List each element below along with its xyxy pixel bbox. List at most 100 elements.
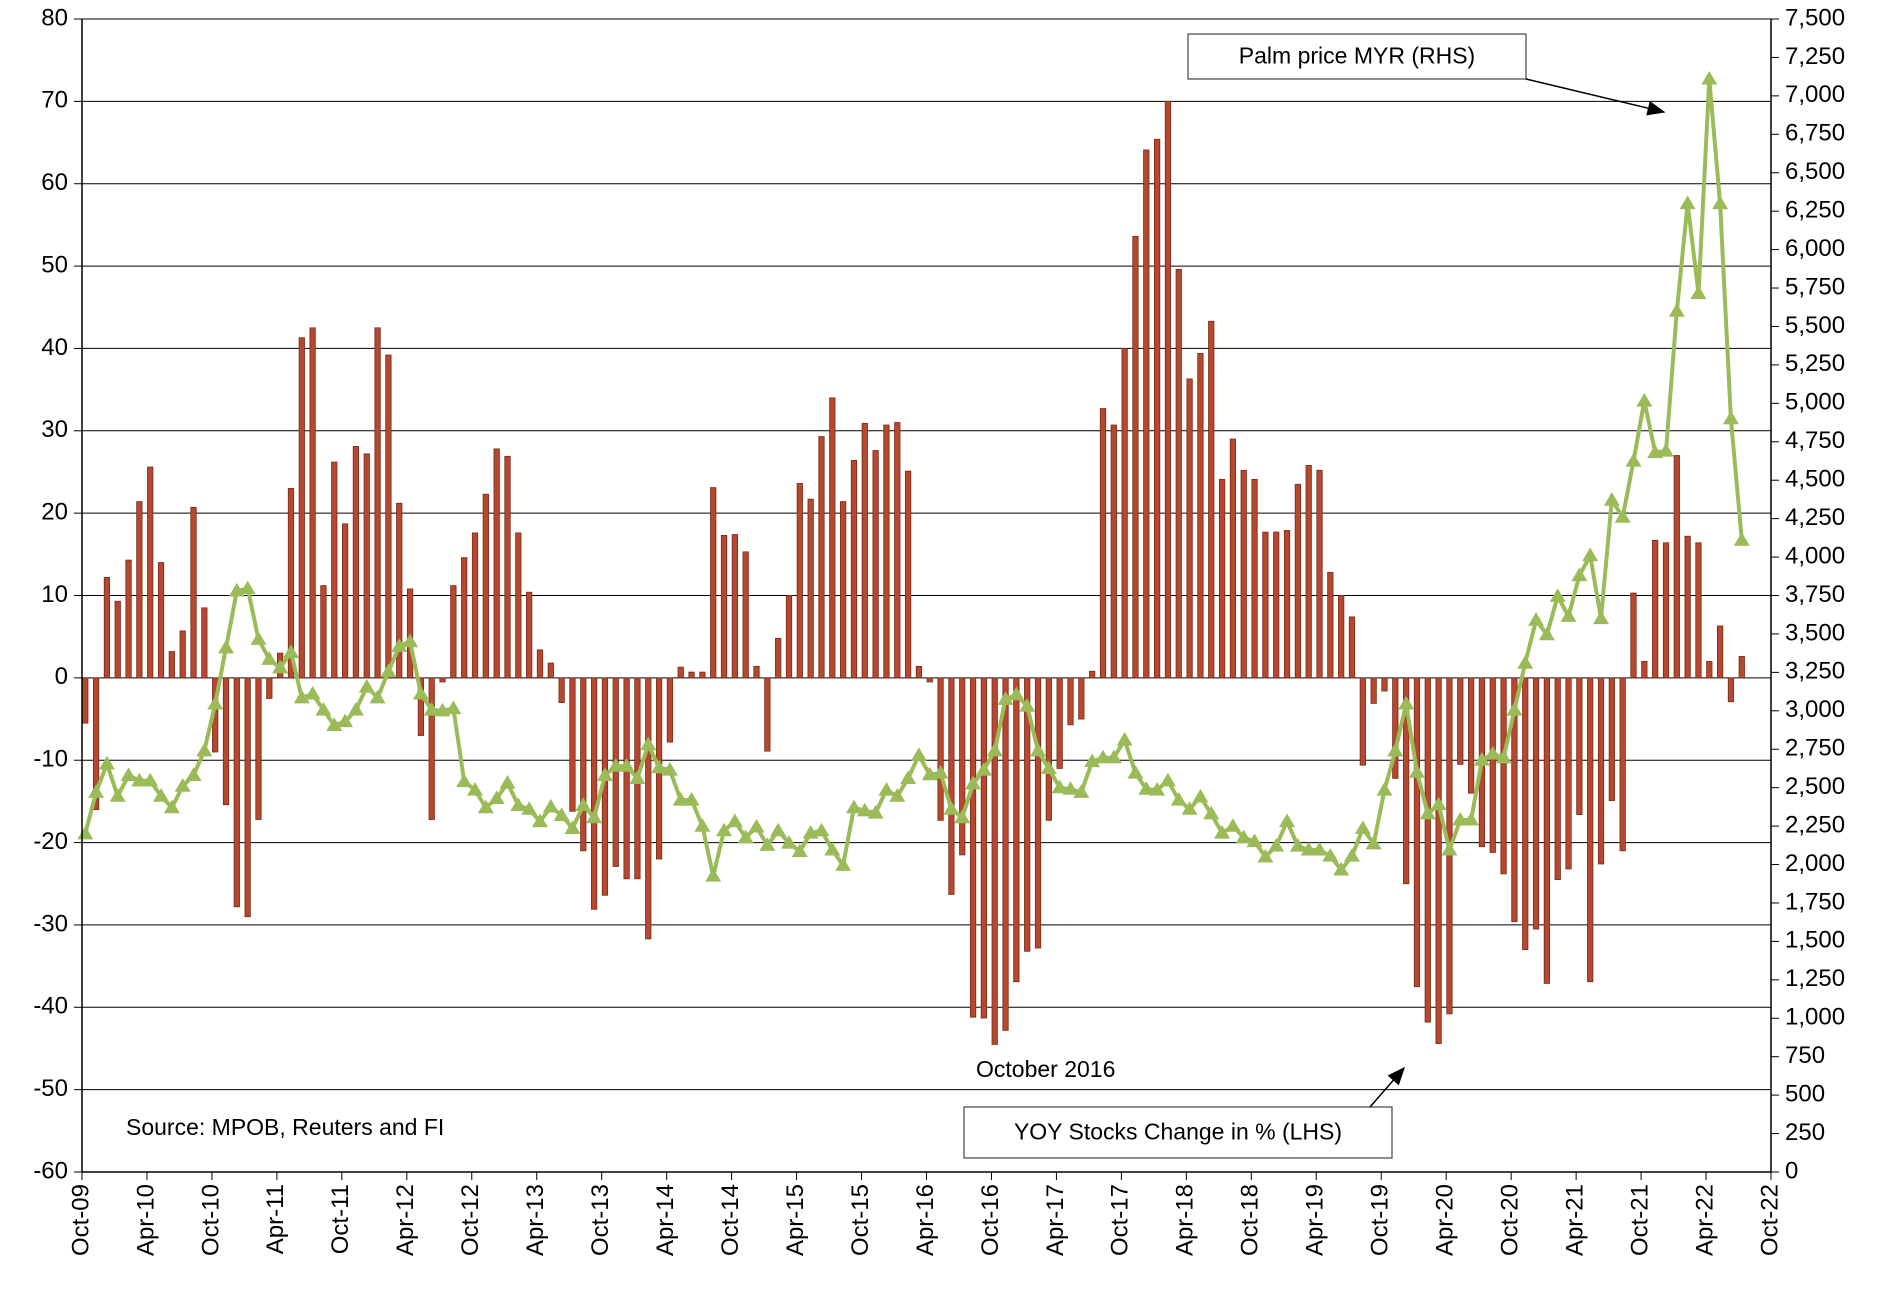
y2-tick-label: 6,250 <box>1785 197 1845 224</box>
marker <box>1452 811 1469 826</box>
marker <box>1311 841 1328 856</box>
bar <box>1110 424 1117 679</box>
marker <box>618 758 635 772</box>
marker <box>975 761 992 776</box>
y2-tick-label: 5,250 <box>1785 350 1845 377</box>
bar <box>1467 677 1475 794</box>
x-tick-label: Apr-20 <box>1432 1184 1459 1256</box>
marker <box>1030 742 1047 757</box>
marker <box>1722 410 1739 425</box>
bar <box>1652 539 1659 679</box>
y2-tick-label: 2,250 <box>1785 811 1845 838</box>
bar <box>1424 677 1431 1023</box>
marker <box>1138 781 1155 795</box>
bar <box>147 466 154 679</box>
bar <box>1186 378 1193 679</box>
marker <box>1582 547 1599 562</box>
bar <box>103 576 111 679</box>
bar <box>1305 464 1312 679</box>
bar <box>536 649 544 679</box>
y-tick-label: -60 <box>33 1157 68 1184</box>
marker <box>250 631 267 645</box>
marker <box>1484 745 1501 760</box>
bar <box>1641 660 1648 679</box>
bar <box>428 677 435 820</box>
bar <box>720 534 728 679</box>
bar <box>785 595 793 679</box>
bar <box>645 677 652 940</box>
annotation: October 2016 <box>976 1056 1115 1082</box>
y2-tick-label: 3,500 <box>1785 619 1845 646</box>
y-tick-label: 30 <box>41 416 68 443</box>
x-tick-label: Oct-16 <box>977 1184 1004 1256</box>
marker <box>1603 492 1620 506</box>
bar <box>266 677 273 699</box>
marker <box>1636 393 1653 407</box>
marker <box>1365 835 1382 850</box>
marker <box>1170 791 1187 806</box>
bar <box>764 677 771 752</box>
bar <box>471 532 479 679</box>
bar <box>1403 677 1410 885</box>
y-tick-label: 70 <box>41 87 68 114</box>
bar <box>1316 469 1323 679</box>
bar <box>157 562 165 679</box>
y2-tick-label: 3,250 <box>1785 658 1845 685</box>
marker <box>1593 610 1610 625</box>
marker <box>813 822 830 837</box>
marker <box>1257 848 1274 863</box>
marker <box>835 857 852 871</box>
bar <box>1738 656 1745 679</box>
y2-tick-label: 500 <box>1785 1080 1825 1107</box>
marker <box>1398 695 1415 710</box>
marker <box>1300 841 1317 856</box>
bar <box>1370 677 1377 704</box>
marker <box>1127 765 1144 779</box>
marker <box>207 695 224 710</box>
bar <box>1608 677 1615 801</box>
bar <box>1327 572 1334 679</box>
bar <box>92 677 100 811</box>
bar <box>807 498 814 679</box>
bar <box>439 677 446 683</box>
bar <box>526 591 533 679</box>
y-tick-label: 60 <box>41 169 68 196</box>
y-tick-label: 0 <box>55 663 68 690</box>
bar <box>569 677 576 812</box>
marker <box>1333 861 1350 876</box>
y2-tick-label: 1,000 <box>1785 1004 1845 1031</box>
marker <box>1408 764 1425 778</box>
marker <box>1149 781 1166 796</box>
annotation-arrow <box>1369 1066 1405 1108</box>
bar <box>82 677 89 724</box>
x-tick-label: Apr-18 <box>1172 1184 1199 1256</box>
marker <box>1354 820 1371 835</box>
marker <box>1528 612 1545 626</box>
y-tick-label: -10 <box>33 746 68 773</box>
bar <box>1532 677 1540 930</box>
x-tick-label: Oct-10 <box>197 1184 224 1256</box>
legend-box <box>963 1106 1393 1159</box>
marker <box>661 761 678 776</box>
bar <box>1218 478 1226 679</box>
bar <box>1457 677 1464 765</box>
marker <box>337 713 354 728</box>
bar <box>255 677 262 820</box>
marker <box>315 702 332 716</box>
bar <box>374 327 381 679</box>
bar <box>948 677 955 895</box>
bar <box>482 493 489 679</box>
bar <box>937 677 944 821</box>
bar <box>558 677 565 703</box>
y2-tick-label: 1,500 <box>1785 927 1845 954</box>
bar <box>1164 100 1172 679</box>
marker <box>1008 686 1025 701</box>
bar <box>731 534 738 679</box>
marker <box>1506 702 1523 716</box>
marker <box>1387 742 1404 757</box>
marker <box>672 791 689 806</box>
marker <box>878 781 895 796</box>
bar <box>493 448 500 679</box>
bar <box>201 607 208 679</box>
